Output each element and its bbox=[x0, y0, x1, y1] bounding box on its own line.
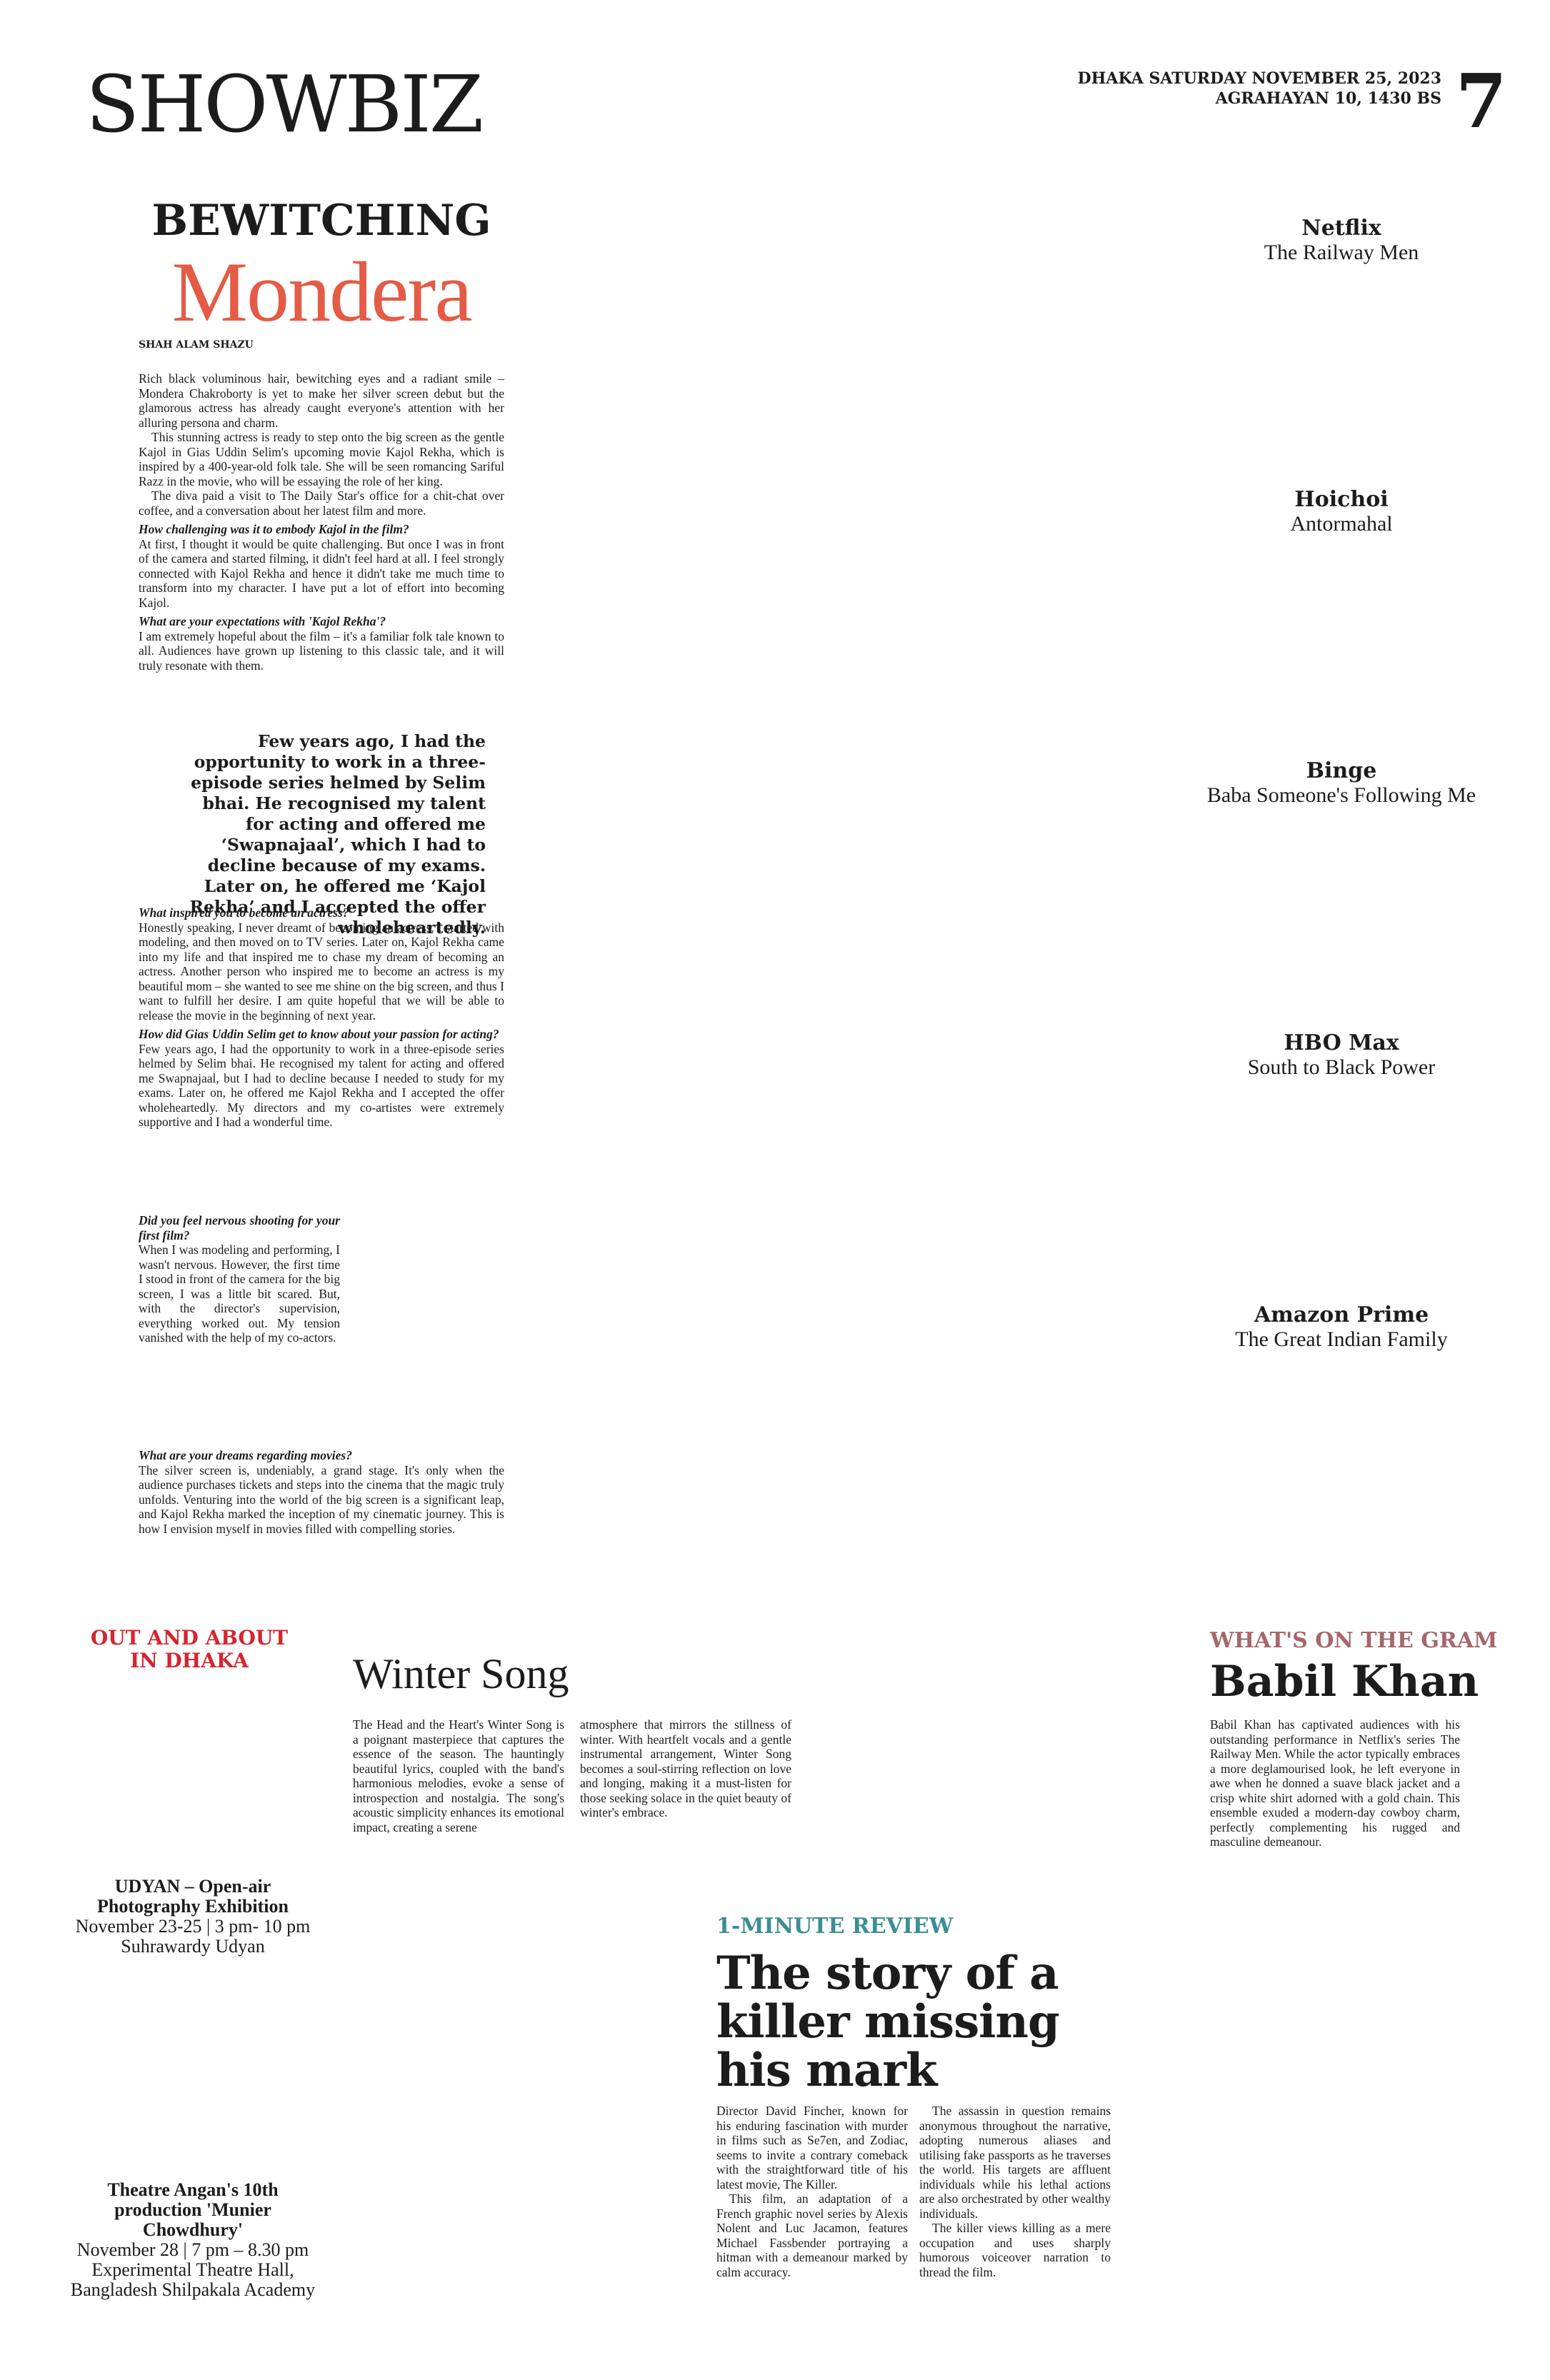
interview-answer: Honestly speaking, I never dreamt of bec… bbox=[139, 920, 504, 1023]
event-time: November 28 | 7 pm – 8.30 pm bbox=[76, 2239, 309, 2260]
gram-column: Babil Khan has captivated audiences with… bbox=[1210, 1717, 1460, 1849]
feature-dreams-column: What are your dreams regarding movies? T… bbox=[139, 1444, 504, 1536]
review-column: The assassin in question remains anonymo… bbox=[919, 2104, 1111, 2279]
event-title: Chowdhury' bbox=[142, 2219, 244, 2240]
interview-answer: At first, I thought it would be quite ch… bbox=[139, 536, 504, 610]
event-title: production 'Munier bbox=[114, 2199, 271, 2220]
streaming-item: Hoichoi Antormahal bbox=[1191, 487, 1491, 536]
review-kicker: 1-MINUTE REVIEW bbox=[716, 1914, 954, 1939]
event-venue: Suhrawardy Udyan bbox=[121, 1936, 265, 1957]
gram-kicker: WHAT'S ON THE GRAM bbox=[1210, 1628, 1498, 1653]
interview-question: What are your dreams regarding movies? bbox=[139, 1448, 352, 1462]
winter-song-title: Winter Song bbox=[353, 1650, 569, 1697]
winter-song-column: The Head and the Heart's Winter Song is … bbox=[353, 1717, 564, 1834]
event-time: November 23-25 | 3 pm- 10 pm bbox=[75, 1916, 311, 1937]
interview-answer: The silver screen is, undeniably, a gran… bbox=[139, 1462, 504, 1536]
streaming-item: Amazon Prime The Great Indian Family bbox=[1191, 1302, 1491, 1352]
review-text: Director David Fincher, known for his en… bbox=[716, 2104, 908, 2191]
winter-song-column: atmosphere that mirrors the stillness of… bbox=[580, 1717, 791, 1820]
feature-qa-column: What inspired you to become an actress? … bbox=[139, 901, 504, 1130]
streaming-item: Netflix The Railway Men bbox=[1191, 216, 1491, 265]
event-venue: Bangladesh Shilpakala Academy bbox=[70, 2279, 316, 2300]
review-headline: The story of a killer missing his mark bbox=[716, 1949, 1116, 2095]
review-headline-line: The story of a bbox=[716, 1947, 1059, 2000]
streaming-item: HBO Max South to Black Power bbox=[1191, 1030, 1491, 1080]
platform-name: Binge bbox=[1306, 758, 1377, 783]
review-text: This film, an adaptation of a French gra… bbox=[716, 2191, 908, 2279]
interview-answer: Few years ago, I had the opportunity to … bbox=[139, 1041, 504, 1130]
show-title: The Great Indian Family bbox=[1235, 1327, 1448, 1351]
dateline: DHAKA SATURDAY NOVEMBER 25, 2023 AGRAHAY… bbox=[1078, 69, 1441, 109]
page-number: 7 bbox=[1455, 57, 1507, 145]
event-listing: Theatre Angan's 10th production 'Munier … bbox=[29, 2180, 357, 2300]
interview-answer: When I was modeling and performing, I wa… bbox=[139, 1242, 340, 1345]
event-title: Photography Exhibition bbox=[96, 1896, 289, 1917]
interview-question: What are your expectations with 'Kajol R… bbox=[139, 614, 386, 628]
platform-name: HBO Max bbox=[1284, 1030, 1399, 1055]
dateline-english: DHAKA SATURDAY NOVEMBER 25, 2023 bbox=[1077, 69, 1441, 88]
intro-paragraph: Rich black voluminous hair, bewitching e… bbox=[139, 371, 504, 430]
show-title: South to Black Power bbox=[1247, 1055, 1436, 1079]
winter-song-text: atmosphere that mirrors the stillness of… bbox=[580, 1717, 791, 1819]
dateline-bangla: AGRAHAYAN 10, 1430 BS bbox=[1215, 89, 1441, 108]
byline: SHAH ALAM SHAZU bbox=[139, 339, 254, 351]
out-about-heading-line: OUT AND ABOUT bbox=[90, 1626, 289, 1650]
section-masthead: SHOWBIZ bbox=[86, 59, 484, 150]
feature-intro-column: Rich black voluminous hair, bewitching e… bbox=[139, 371, 504, 673]
winter-song-text: The Head and the Heart's Winter Song is … bbox=[353, 1717, 564, 1834]
platform-name: Hoichoi bbox=[1294, 487, 1389, 512]
interview-question: How did Gias Uddin Selim get to know abo… bbox=[139, 1027, 499, 1041]
feature-kicker: BEWITCHING bbox=[151, 196, 491, 246]
show-title: Antormahal bbox=[1290, 512, 1393, 536]
feature-nervous-column: Did you feel nervous shooting for your f… bbox=[139, 1209, 340, 1345]
review-text: The assassin in question remains anonymo… bbox=[919, 2104, 1111, 2221]
event-venue: Experimental Theatre Hall, bbox=[91, 2259, 294, 2280]
feature-title: Mondera bbox=[171, 244, 472, 339]
show-title: The Railway Men bbox=[1264, 241, 1419, 264]
event-title: UDYAN – Open-air bbox=[114, 1876, 271, 1897]
gram-text: Babil Khan has captivated audiences with… bbox=[1210, 1717, 1460, 1849]
review-headline-line: killer missing bbox=[716, 1995, 1060, 2049]
intro-paragraph: The diva paid a visit to The Daily Star'… bbox=[139, 488, 504, 518]
gram-title: Babil Khan bbox=[1210, 1657, 1479, 1707]
event-title: Theatre Angan's 10th bbox=[107, 2179, 279, 2200]
intro-paragraph: This stunning actress is ready to step o… bbox=[139, 430, 504, 488]
interview-question: How challenging was it to embody Kajol i… bbox=[139, 522, 409, 536]
out-about-heading-line: IN DHAKA bbox=[130, 1649, 249, 1672]
show-title: Baba Someone's Following Me bbox=[1206, 783, 1476, 807]
pull-quote: Few years ago, I had the opportunity to … bbox=[189, 731, 486, 938]
platform-name: Amazon Prime bbox=[1254, 1302, 1429, 1327]
interview-answer: I am extremely hopeful about the film – … bbox=[139, 628, 504, 673]
review-text: The killer views killing as a mere occup… bbox=[919, 2221, 1111, 2279]
interview-question: What inspired you to become an actress? bbox=[139, 905, 349, 920]
event-listing: UDYAN – Open-air Photography Exhibition … bbox=[36, 1877, 350, 1957]
review-column: Director David Fincher, known for his en… bbox=[716, 2104, 908, 2279]
out-about-heading: OUT AND ABOUT IN DHAKA bbox=[71, 1627, 307, 1672]
review-headline-line: his mark bbox=[716, 2044, 937, 2097]
interview-question: Did you feel nervous shooting for your f… bbox=[139, 1213, 340, 1242]
platform-name: Netflix bbox=[1301, 216, 1381, 241]
streaming-item: Binge Baba Someone's Following Me bbox=[1191, 758, 1491, 808]
